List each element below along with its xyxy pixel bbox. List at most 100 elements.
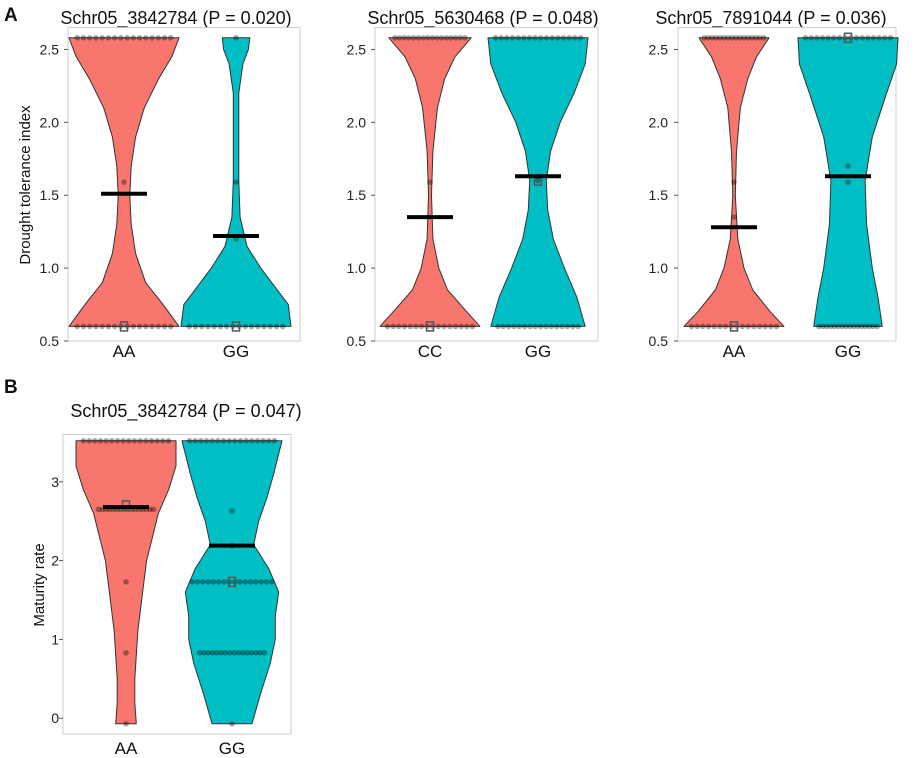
data-point bbox=[825, 35, 831, 41]
chart-panel-b: Schr05_3842784 (P = 0.047) Maturity rate… bbox=[31, 401, 302, 758]
data-point bbox=[406, 35, 412, 41]
data-point bbox=[235, 650, 242, 656]
plot-frame bbox=[374, 27, 599, 342]
data-point bbox=[242, 579, 249, 585]
data-point bbox=[209, 438, 215, 444]
data-point bbox=[267, 323, 274, 330]
data-point bbox=[500, 323, 507, 330]
data-point bbox=[566, 35, 572, 41]
data-point bbox=[200, 650, 207, 656]
data-point bbox=[80, 323, 87, 330]
data-point bbox=[74, 35, 81, 41]
data-point bbox=[521, 323, 528, 330]
chart-title: Schr05_5630468 (P = 0.048) bbox=[367, 8, 598, 29]
data-point bbox=[516, 323, 523, 330]
data-point bbox=[205, 323, 211, 330]
x-category-label: AA bbox=[723, 342, 746, 361]
y-tick-label: 1.0 bbox=[40, 260, 60, 276]
data-point bbox=[756, 323, 763, 330]
data-point bbox=[192, 323, 199, 330]
data-point bbox=[220, 438, 227, 444]
y-tick-label: 1.5 bbox=[40, 187, 60, 203]
y-tick-label: 2 bbox=[51, 553, 59, 569]
median-marker bbox=[425, 321, 435, 332]
data-point bbox=[233, 35, 239, 41]
data-point bbox=[722, 323, 729, 330]
data-point bbox=[103, 438, 109, 444]
data-point bbox=[237, 579, 243, 585]
data-point bbox=[866, 323, 873, 330]
data-point bbox=[559, 323, 565, 330]
data-point bbox=[203, 438, 210, 444]
data-point bbox=[261, 650, 268, 656]
x-category-label: CC bbox=[418, 342, 443, 361]
data-point bbox=[457, 35, 464, 41]
data-point bbox=[462, 35, 468, 41]
data-point bbox=[86, 35, 93, 41]
panel-label-a: A bbox=[4, 5, 18, 26]
data-point bbox=[739, 323, 746, 330]
y-tick-label: 1.0 bbox=[347, 260, 367, 276]
data-point bbox=[95, 506, 102, 513]
data-point bbox=[80, 438, 87, 444]
data-point bbox=[887, 35, 894, 41]
y-tick-label: 2.0 bbox=[347, 114, 367, 130]
data-point bbox=[721, 35, 727, 41]
data-point bbox=[226, 579, 233, 585]
chart-title: Schr05_3842784 (P = 0.047) bbox=[70, 401, 301, 422]
data-point bbox=[865, 35, 871, 41]
data-point bbox=[136, 323, 143, 330]
data-point bbox=[390, 323, 396, 330]
data-point bbox=[231, 579, 238, 585]
data-point bbox=[420, 35, 426, 41]
violin-gg bbox=[487, 37, 589, 327]
data-point bbox=[876, 35, 882, 41]
data-point bbox=[392, 35, 398, 41]
data-point bbox=[745, 323, 751, 330]
data-point bbox=[120, 438, 126, 444]
data-point bbox=[123, 579, 129, 585]
data-point bbox=[186, 323, 193, 330]
data-point bbox=[105, 323, 112, 330]
data-point bbox=[109, 438, 115, 444]
data-point bbox=[260, 438, 266, 444]
y-tick-label: 2.0 bbox=[649, 114, 669, 130]
data-point bbox=[105, 35, 112, 41]
data-point bbox=[816, 323, 822, 330]
data-point bbox=[211, 323, 217, 330]
data-point bbox=[717, 35, 723, 41]
data-point bbox=[237, 438, 244, 444]
data-point bbox=[253, 650, 259, 656]
data-point bbox=[836, 35, 843, 41]
chart-panel-a1: Schr05_3842784 (P = 0.020) Drought toler… bbox=[17, 8, 301, 361]
data-point bbox=[548, 323, 555, 330]
data-point bbox=[847, 323, 853, 330]
data-point bbox=[731, 214, 737, 220]
data-point bbox=[458, 323, 464, 330]
data-point bbox=[527, 323, 533, 330]
panel-label-b: B bbox=[4, 377, 18, 398]
data-point bbox=[700, 323, 706, 330]
median-marker bbox=[843, 32, 853, 44]
data-point bbox=[401, 35, 408, 41]
data-point bbox=[882, 35, 888, 41]
y-tick-label: 0.5 bbox=[347, 333, 367, 349]
x-category-label: GG bbox=[525, 342, 551, 361]
data-point bbox=[526, 35, 533, 41]
data-point bbox=[200, 579, 206, 585]
violin-aa bbox=[683, 37, 785, 327]
data-point bbox=[254, 438, 261, 444]
data-point bbox=[99, 323, 105, 330]
data-point bbox=[86, 438, 92, 444]
data-point bbox=[874, 323, 880, 330]
x-category-label: GG bbox=[219, 739, 245, 758]
data-point bbox=[434, 35, 440, 41]
data-point bbox=[495, 323, 501, 330]
data-point bbox=[447, 323, 453, 330]
data-point bbox=[80, 35, 87, 41]
data-point bbox=[266, 438, 272, 444]
plot-frame bbox=[67, 27, 301, 342]
data-point bbox=[569, 323, 576, 330]
data-point bbox=[492, 35, 499, 41]
